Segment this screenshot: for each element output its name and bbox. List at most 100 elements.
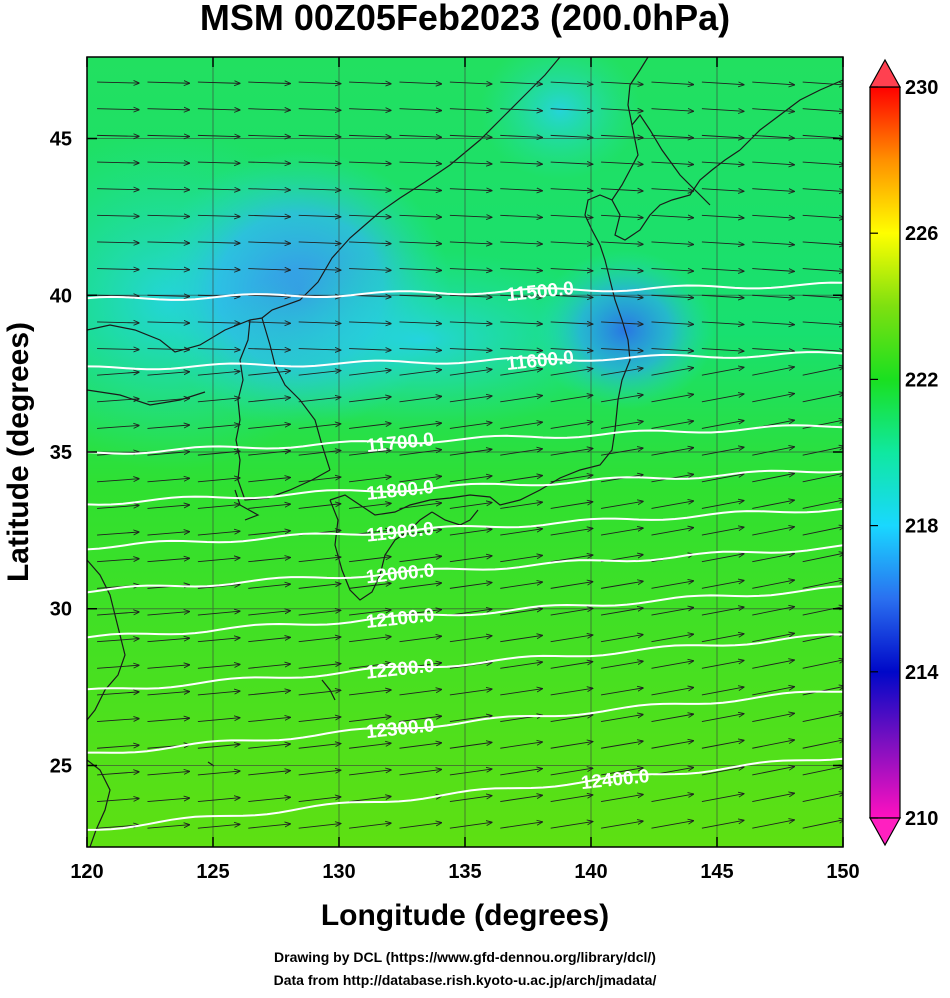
wind-arrow	[197, 215, 240, 216]
contour-line	[87, 281, 843, 301]
wind-arrow	[550, 189, 593, 191]
wind-arrow	[197, 611, 240, 616]
wind-arrow	[349, 349, 391, 351]
cold-region-north	[480, 57, 640, 180]
wind-arrow	[802, 500, 843, 509]
wind-arrow	[97, 612, 139, 616]
wind-arrow	[399, 396, 441, 403]
wind-arrow	[550, 395, 593, 403]
wind-arrow	[701, 554, 744, 563]
wind-arrow	[248, 557, 290, 563]
wind-arrow	[399, 689, 441, 696]
wind-arrow	[399, 716, 441, 723]
wind-arrow	[97, 295, 139, 296]
contour-line	[87, 544, 843, 594]
wind-arrow	[701, 135, 744, 138]
wind-arrow	[349, 450, 391, 456]
wind-arrow	[248, 398, 290, 403]
wind-arrow	[601, 821, 643, 829]
wind-arrow	[147, 162, 189, 163]
wind-arrow	[550, 475, 593, 483]
wind-arrow	[97, 189, 139, 190]
wind-arrow	[601, 135, 643, 137]
wind-arrow	[550, 215, 593, 217]
wind-arrow	[298, 504, 341, 509]
wind-arrow	[701, 349, 744, 352]
contour-line	[87, 757, 843, 831]
wind-arrow	[399, 370, 441, 376]
wind-arrow	[601, 322, 643, 324]
wind-arrow	[701, 767, 744, 776]
wind-arrow	[197, 189, 240, 190]
wind-arrow	[248, 295, 290, 296]
colorbar-max-arrow	[868, 58, 902, 88]
wind-arrow	[449, 396, 492, 403]
wind-arrow	[752, 242, 794, 245]
wind-arrow	[399, 556, 441, 563]
wind-arrow	[298, 797, 341, 802]
wind-arrow	[651, 368, 693, 376]
wind-arrow	[601, 794, 643, 802]
wind-arrow	[752, 367, 794, 376]
colorbar-min-arrow	[868, 817, 902, 847]
wind-arrow	[651, 528, 693, 536]
wind-arrow	[701, 447, 744, 456]
wind-arrow	[701, 794, 744, 802]
wind-arrow	[349, 215, 391, 217]
wind-arrow	[147, 825, 189, 829]
wind-arrow	[550, 269, 593, 271]
wind-arrow	[701, 215, 744, 218]
wind-arrow	[349, 583, 391, 589]
wind-arrow	[197, 109, 240, 110]
colorbar-body	[869, 86, 901, 819]
wind-arrow	[97, 425, 139, 429]
wind-arrow	[197, 451, 240, 456]
wind-arrow	[147, 558, 189, 563]
wind-arrow	[550, 82, 593, 84]
wind-arrow	[147, 771, 189, 776]
wind-arrow	[248, 637, 290, 643]
wind-arrow	[651, 421, 693, 429]
wind-arrow	[802, 740, 843, 749]
wind-arrow	[449, 503, 492, 509]
wind-arrow	[349, 823, 391, 829]
wind-arrow	[248, 371, 290, 376]
wind-arrow	[802, 420, 843, 429]
wind-arrow	[701, 660, 744, 669]
credit-drawing: Drawing by DCL (https://www.gfd-dennou.o…	[274, 949, 656, 965]
wind-arrow	[97, 532, 139, 536]
wind-arrow	[752, 135, 794, 138]
wind-arrow	[298, 242, 341, 244]
wind-arrow	[248, 135, 290, 136]
x-tick-label: 130	[322, 861, 355, 883]
wind-arrow	[601, 448, 643, 456]
wind-arrow	[550, 369, 593, 376]
wind-arrow	[97, 745, 139, 749]
wind-arrow	[802, 367, 843, 376]
contour-line	[87, 633, 843, 691]
wind-arrow	[349, 189, 391, 191]
wind-arrow	[500, 349, 542, 351]
contour-line	[87, 690, 843, 754]
wind-arrow	[802, 713, 843, 723]
wind-arrow	[449, 369, 492, 376]
wind-arrow	[449, 769, 492, 776]
wind-arrow	[298, 450, 341, 456]
wind-arrow	[349, 637, 391, 643]
wind-arrow	[248, 797, 290, 802]
contour-line	[87, 507, 843, 551]
wind-arrow	[197, 371, 240, 376]
wind-arrow	[349, 397, 391, 403]
wind-arrow	[601, 661, 643, 669]
wind-arrow	[500, 449, 542, 456]
wind-arrow	[248, 771, 290, 776]
wind-arrow	[298, 717, 341, 723]
wind-arrow	[601, 395, 643, 403]
wind-arrow	[147, 269, 189, 270]
wind-arrow	[701, 269, 744, 272]
wind-arrow	[550, 662, 593, 669]
wind-arrow	[550, 582, 593, 589]
wind-arrow	[399, 583, 441, 589]
wind-arrow	[651, 714, 693, 723]
wind-arrow	[701, 162, 744, 165]
